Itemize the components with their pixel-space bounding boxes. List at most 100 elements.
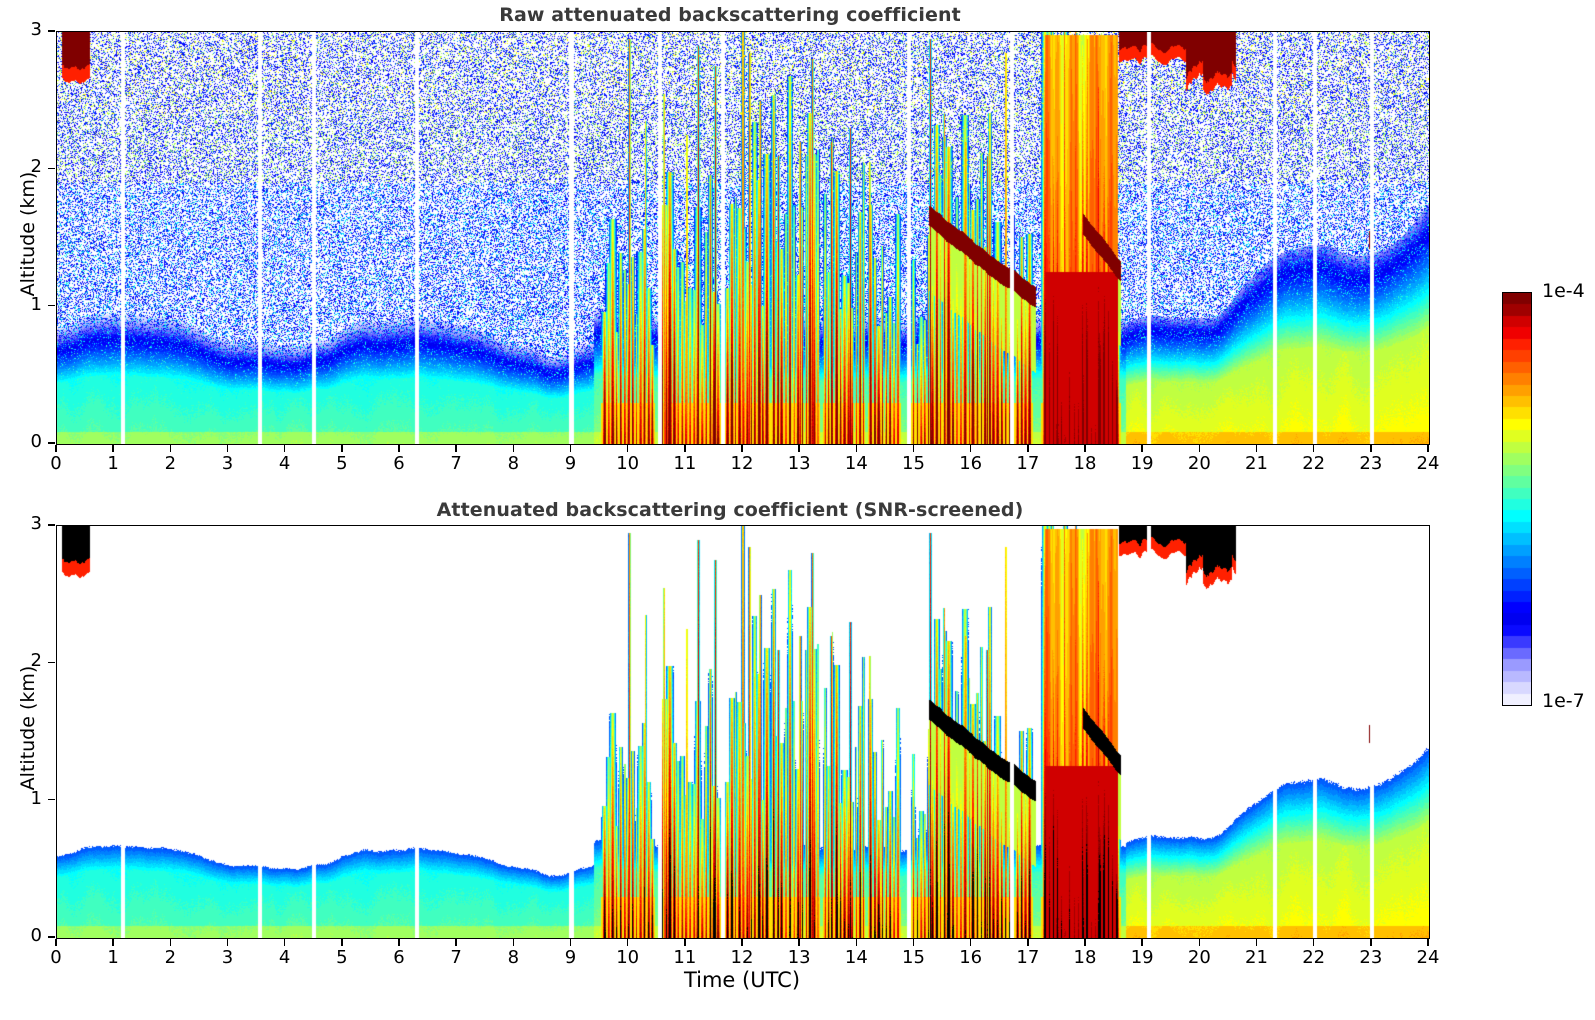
x-tick (512, 444, 515, 452)
x-tick (1084, 444, 1086, 452)
x-tick-label: 7 (450, 453, 462, 474)
y-tick (48, 661, 55, 664)
x-tick (569, 938, 572, 946)
x-tick-label: 11 (673, 453, 697, 474)
x-tick (455, 444, 457, 452)
x-tick-label: 3 (221, 947, 234, 968)
x-tick-label: 21 (1245, 453, 1268, 474)
panel-title-screened: Attenuated backscattering coefficient (S… (436, 499, 1024, 521)
x-tick-label: 24 (1416, 947, 1440, 968)
x-tick-label: 19 (1130, 947, 1154, 968)
x-tick-label: 19 (1130, 453, 1154, 474)
y-tick (48, 304, 55, 307)
y-tick (48, 798, 55, 801)
y-axis-label-screened: Altitude (km) (17, 665, 39, 791)
x-tick-label: 6 (393, 453, 405, 474)
heatmap-raw[interactable] (56, 31, 1430, 445)
x-tick-label: 12 (730, 453, 754, 474)
x-tick-label: 10 (616, 947, 640, 968)
x-tick (1370, 938, 1372, 946)
x-tick-label: 5 (336, 947, 348, 968)
x-tick-label: 8 (507, 453, 520, 474)
x-tick-label: 12 (730, 947, 754, 968)
panel-title-raw: Raw attenuated backscattering coefficien… (499, 4, 961, 26)
y-tick-label: 3 (30, 513, 42, 534)
heatmap-canvas-raw (57, 32, 1429, 444)
x-tick (1084, 938, 1086, 946)
x-tick (855, 444, 858, 452)
y-tick (48, 167, 55, 170)
x-tick-label: 17 (1016, 947, 1040, 968)
x-tick (1312, 938, 1315, 946)
x-tick-label: 23 (1359, 453, 1383, 474)
colorbar-canvas (1503, 293, 1531, 705)
x-tick-label: 20 (1187, 453, 1211, 474)
x-tick (626, 938, 629, 946)
y-tick-label: 2 (30, 156, 42, 178)
x-tick (398, 938, 400, 946)
x-tick-label: 14 (844, 453, 868, 474)
x-tick (1198, 938, 1201, 946)
x-tick (1427, 938, 1429, 946)
x-tick (741, 444, 743, 452)
x-tick-label: 3 (221, 453, 234, 474)
x-tick-label: 15 (902, 453, 925, 474)
x-tick (1141, 444, 1143, 452)
x-tick-label: 11 (673, 947, 697, 968)
x-tick (798, 938, 800, 946)
x-tick-label: 4 (278, 453, 291, 474)
x-tick-label: 0 (50, 453, 62, 474)
y-tick (48, 442, 55, 444)
x-tick (455, 938, 457, 946)
x-tick (226, 938, 229, 946)
x-tick (1255, 938, 1258, 946)
x-tick (1427, 444, 1429, 452)
x-tick-label: 17 (1016, 453, 1040, 474)
x-tick-label: 5 (336, 453, 348, 474)
x-tick (169, 938, 172, 946)
x-tick-label: 18 (1073, 453, 1097, 474)
x-tick (1198, 444, 1201, 452)
x-tick-label: 16 (959, 453, 983, 474)
x-tick (741, 938, 743, 946)
x-tick (341, 938, 343, 946)
x-tick (226, 444, 229, 452)
x-tick-label: 13 (787, 947, 811, 968)
x-tick (55, 938, 57, 946)
x-tick (912, 444, 915, 452)
x-tick-label: 6 (393, 947, 405, 968)
x-tick-label: 21 (1245, 947, 1268, 968)
x-tick (1255, 444, 1258, 452)
x-tick (169, 444, 172, 452)
x-tick (398, 444, 400, 452)
x-tick-label: 20 (1187, 947, 1211, 968)
x-tick (55, 444, 57, 452)
x-tick (912, 938, 915, 946)
x-tick-label: 10 (616, 453, 640, 474)
x-tick (855, 938, 858, 946)
x-tick (798, 444, 800, 452)
x-tick (283, 444, 286, 452)
colorbar[interactable] (1502, 292, 1532, 706)
x-tick (626, 444, 629, 452)
x-tick (112, 444, 114, 452)
x-tick-label: 0 (50, 947, 62, 968)
colorbar-min-label: 1e-7 (1542, 690, 1585, 712)
y-tick-label: 1 (30, 787, 42, 809)
y-tick (48, 524, 55, 526)
x-tick-label: 18 (1073, 947, 1097, 968)
x-tick-label: 13 (787, 453, 811, 474)
x-tick (969, 444, 972, 452)
x-tick-label: 2 (164, 453, 177, 474)
x-tick (569, 444, 572, 452)
x-tick (1027, 444, 1029, 452)
x-tick-label: 22 (1302, 947, 1326, 968)
x-tick-label: 23 (1359, 947, 1383, 968)
y-tick (48, 30, 55, 32)
heatmap-canvas-screened (57, 526, 1429, 938)
x-tick (512, 938, 515, 946)
y-tick-label: 3 (30, 19, 42, 40)
x-tick (341, 444, 343, 452)
heatmap-screened[interactable] (56, 525, 1430, 939)
